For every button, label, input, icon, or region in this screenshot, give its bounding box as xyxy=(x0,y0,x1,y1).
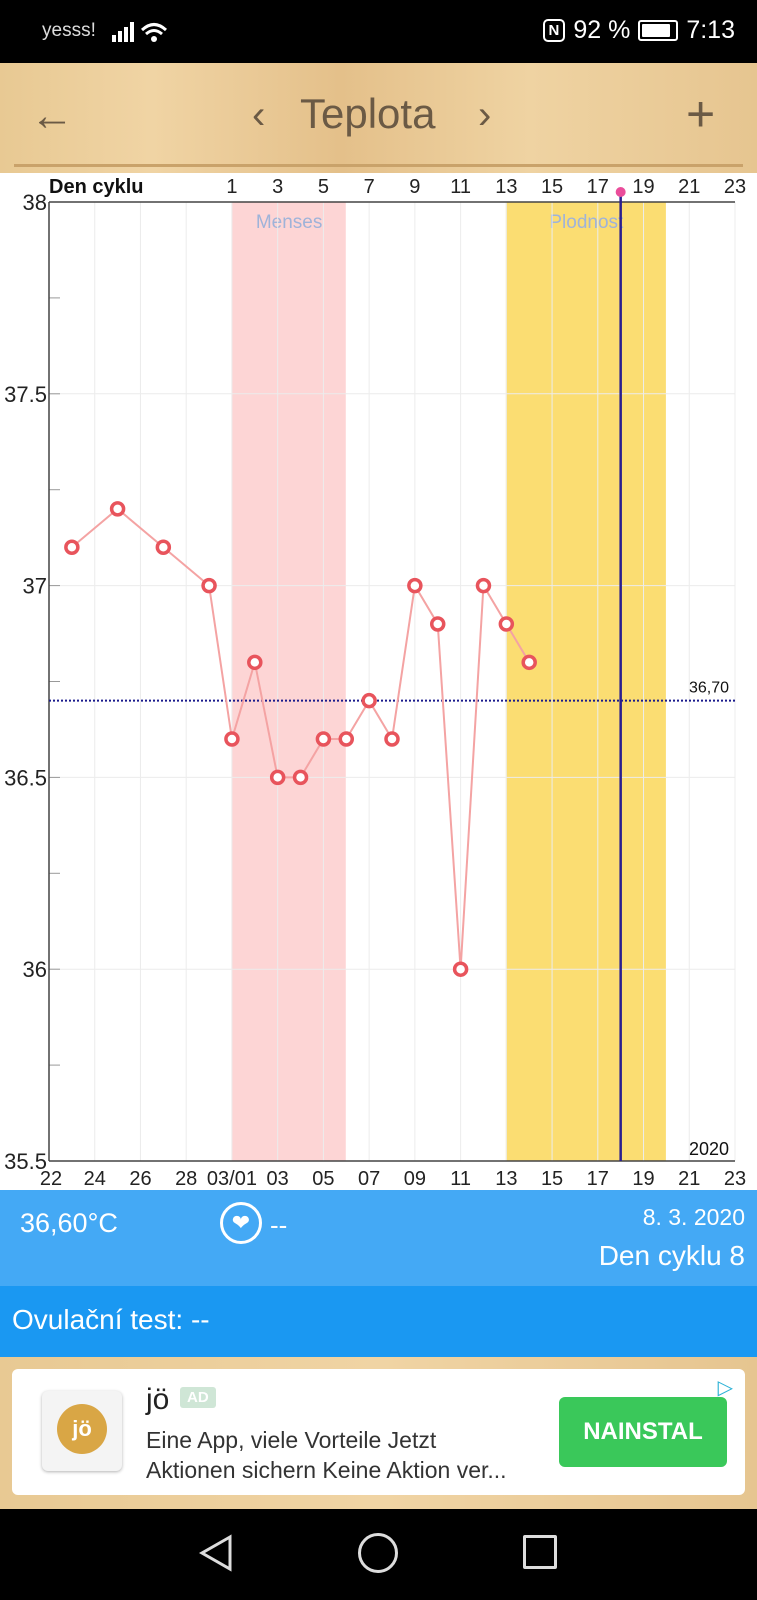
data-point xyxy=(384,731,400,747)
data-point xyxy=(201,577,217,594)
ovulation-test-label: Ovulační test: -- xyxy=(12,1304,210,1335)
system-nav-bar xyxy=(0,1509,757,1600)
bottom-tick-label: 23 xyxy=(724,1168,746,1190)
data-point xyxy=(338,731,355,747)
top-tick-label: 13 xyxy=(495,176,517,198)
top-tick-label: 3 xyxy=(272,176,283,198)
bottom-tick-label: 03/01 xyxy=(207,1168,257,1190)
ad-text-line-1: Eine App, viele Vorteile Jetzt xyxy=(146,1427,437,1453)
bottom-tick-label: 05 xyxy=(312,1168,334,1190)
y-tick-label: 35.5 xyxy=(4,1149,47,1174)
ad-banner-area: jö jö AD Eine App, viele Vorteile Jetzt … xyxy=(0,1357,757,1509)
temperature-chart[interactable]: Menses Plodnost 38 37.5 37 36.5 36 35.5 Den cykl… xyxy=(0,173,757,1190)
data-point xyxy=(498,616,515,632)
data-point xyxy=(315,731,332,747)
data-point xyxy=(361,692,377,709)
top-tick-label: 23 xyxy=(724,176,746,198)
bottom-tick-label: 03 xyxy=(267,1168,289,1190)
nav-home-icon[interactable] xyxy=(358,1533,398,1573)
ad-logo: jö xyxy=(42,1391,122,1471)
top-axis-label: Den cyklu xyxy=(49,176,143,198)
ad-badge: AD xyxy=(180,1387,216,1408)
bottom-tick-label: 26 xyxy=(129,1168,151,1190)
y-tick-label: 38 xyxy=(23,190,47,215)
ad-brand: jö xyxy=(146,1383,170,1416)
data-point xyxy=(521,654,537,671)
data-point xyxy=(109,501,126,517)
signal-wifi-icon xyxy=(110,18,170,49)
top-tick-label: 9 xyxy=(409,176,420,198)
y-tick-label: 36.5 xyxy=(4,765,47,790)
app-bar: ← ‹ Teplota › + xyxy=(0,63,757,173)
series-line xyxy=(71,507,531,970)
carrier-name: yesss! xyxy=(42,20,96,41)
plus-icon[interactable]: + xyxy=(686,86,716,142)
temperature-value: 36,60°C xyxy=(20,1208,118,1238)
arrow-left-icon[interactable]: ← xyxy=(30,91,74,140)
y-tick-label: 37 xyxy=(23,574,47,599)
data-point xyxy=(407,577,423,594)
bottom-tick-label: 19 xyxy=(632,1168,654,1190)
data-point xyxy=(475,577,492,594)
bottom-tick-label: 28 xyxy=(175,1168,197,1190)
bottom-tick-label: 11 xyxy=(450,1168,471,1190)
page-title: Teplota xyxy=(300,90,436,137)
bottom-tick-label: 22 xyxy=(40,1168,62,1190)
reference-line-label: 36,70 xyxy=(689,680,729,697)
current-day-marker xyxy=(615,187,626,197)
data-point xyxy=(429,616,446,632)
y-tick-label: 37.5 xyxy=(4,382,47,407)
data-point xyxy=(224,731,240,747)
chevron-left-icon[interactable]: ‹ xyxy=(252,93,266,137)
year-label: 2020 xyxy=(689,1139,729,1159)
ad-logo-mark: jö xyxy=(57,1404,107,1454)
top-tick-label: 15 xyxy=(541,176,563,198)
adchoices-icon[interactable]: ▷ xyxy=(717,1377,733,1399)
bottom-tick-label: 07 xyxy=(358,1168,380,1190)
app-bar-divider xyxy=(14,164,743,167)
install-button[interactable]: NAINSTAL xyxy=(559,1397,727,1467)
bottom-tick-label: 15 xyxy=(541,1168,563,1190)
data-point xyxy=(292,769,309,786)
status-bar: yesss! N 92 % 7:13 xyxy=(0,0,757,63)
cycle-day: Den cyklu 8 xyxy=(598,1240,745,1271)
heart-value: -- xyxy=(270,1210,288,1240)
ad-text-line-2: Aktionen sichern Keine Aktion ver... xyxy=(146,1457,507,1483)
bottom-tick-label: 17 xyxy=(587,1168,609,1190)
nav-back-icon[interactable] xyxy=(198,1533,234,1578)
clock: 7:13 xyxy=(686,16,735,44)
info-panel: 36,60°C ❤ -- 8. 3. 2020 Den cyklu 8 xyxy=(0,1190,757,1286)
nav-recent-icon[interactable] xyxy=(523,1535,557,1569)
data-point xyxy=(247,654,263,671)
bottom-tick-label: 21 xyxy=(678,1168,700,1190)
bottom-tick-label: 13 xyxy=(495,1168,517,1190)
ad-card[interactable]: jö jö AD Eine App, viele Vorteile Jetzt … xyxy=(12,1369,745,1495)
top-tick-label: 11 xyxy=(450,176,471,198)
bottom-tick-label: 24 xyxy=(84,1168,106,1190)
chart-band xyxy=(505,202,666,1161)
top-tick-label: 5 xyxy=(318,176,329,198)
data-point xyxy=(452,961,469,977)
y-tick-label: 36 xyxy=(23,957,47,982)
selected-date: 8. 3. 2020 xyxy=(642,1204,745,1230)
chart-band xyxy=(231,202,346,1161)
battery-icon xyxy=(638,20,679,41)
chart-band-label: Menses xyxy=(256,212,323,233)
data-point xyxy=(269,769,286,786)
chevron-right-icon[interactable]: › xyxy=(478,93,492,137)
top-tick-label: 21 xyxy=(678,176,700,198)
data-point xyxy=(155,539,172,555)
ovulation-test-row[interactable]: Ovulační test: -- xyxy=(0,1286,757,1357)
bottom-tick-label: 09 xyxy=(404,1168,426,1190)
chart-band-label: Plodnost xyxy=(549,212,624,233)
top-tick-label: 19 xyxy=(632,176,654,198)
heart-icon[interactable]: ❤ xyxy=(220,1202,262,1244)
top-tick-label: 1 xyxy=(226,176,237,198)
nfc-icon: N xyxy=(542,19,566,42)
top-tick-label: 7 xyxy=(364,176,375,198)
battery-percent: 92 % xyxy=(573,16,631,44)
top-tick-label: 17 xyxy=(587,176,609,198)
data-point xyxy=(64,539,80,555)
